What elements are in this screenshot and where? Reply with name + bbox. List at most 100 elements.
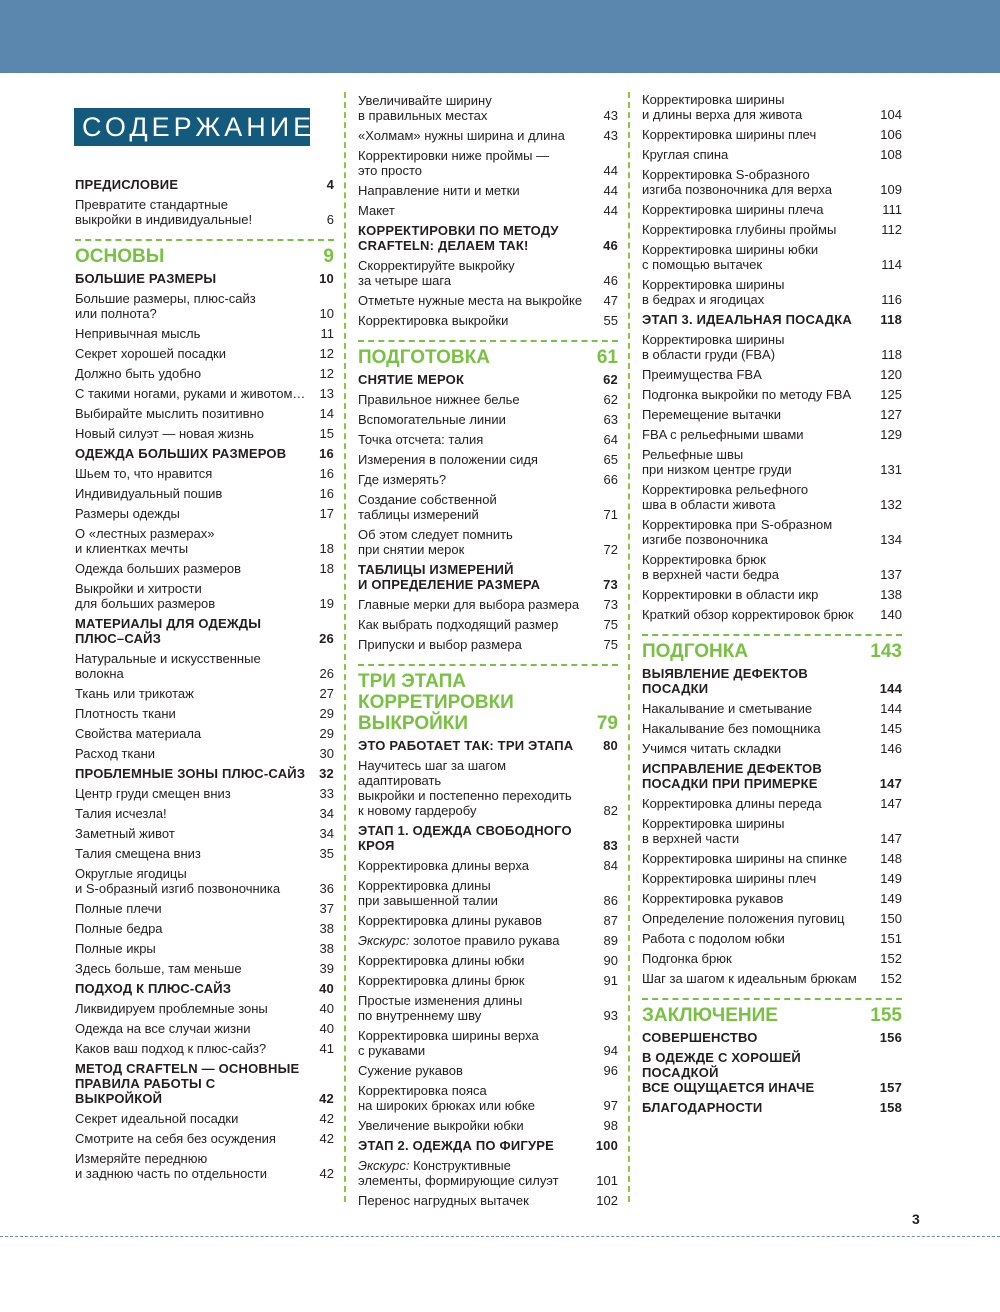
entry-title: Научитесь шаг за шагом адаптировать выкро… <box>358 758 590 818</box>
page-ref: 41 <box>319 1041 334 1056</box>
page-ref: 120 <box>880 367 902 382</box>
entry-title-line: Полные плечи <box>75 901 162 916</box>
page-ref: 73 <box>603 597 618 612</box>
page-ref: 149 <box>880 891 902 906</box>
page-ref: 132 <box>880 497 902 512</box>
toc-entry: Измерения в положении сидя 65 <box>358 452 618 467</box>
entry-title-line: ЭТО РАБОТАЕТ ТАК: ТРИ ЭТАПА <box>358 738 574 753</box>
entry-title: ЭТАП 2. ОДЕЖДА ПО ФИГУРЕ <box>358 1138 554 1153</box>
entry-title: Ликвидируем проблемные зоны <box>75 1001 268 1016</box>
toc-entry: Корректировка глубины проймы 112 <box>642 222 902 237</box>
entry-title-line: Полные бедра <box>75 921 163 936</box>
toc-entry: Превратите стандартные выкройки в индивид… <box>75 197 334 227</box>
entry-title: ЭТАП 1. ОДЕЖДА СВОБОДНОГО КРОЯ <box>358 823 590 853</box>
entry-title-line: это просто <box>358 163 423 178</box>
entry-title: Как выбрать подходящий размер <box>358 617 558 632</box>
toc-entry: Корректировка S-образного изгиба позвоноч… <box>642 167 902 197</box>
toc-entry: Определение положения пуговиц 150 <box>642 911 902 926</box>
toc-section: ОСНОВЫ 9 <box>75 239 334 267</box>
entry-title: FBA с рельефными швами <box>642 427 804 442</box>
page-ref: 114 <box>881 257 902 272</box>
page-ref: 112 <box>881 222 902 237</box>
page-ref: 129 <box>880 427 902 442</box>
toc-entry: Выкройки и хитрости для больших размеров 1… <box>75 581 334 611</box>
entry-title: С такими ногами, руками и животом… <box>75 386 305 401</box>
entry-title-line: Об этом следует помнить <box>358 527 513 542</box>
entry-title-line: с рукавами <box>358 1043 426 1058</box>
entry-title: Смотрите на себя без осуждения <box>75 1131 276 1146</box>
toc-entry: Подгонка брюк 152 <box>642 951 902 966</box>
entry-title-line: Одежда на все случаи жизни <box>75 1021 251 1036</box>
page-ref: 46 <box>603 238 618 253</box>
entry-title: Учимся читать складки <box>642 741 781 756</box>
entry-title-line: Корректировка ширины плеч <box>642 871 817 886</box>
page-ref: 17 <box>319 506 334 521</box>
entry-title: Плотность ткани <box>75 706 176 721</box>
entry-title-line: ЭТАП 3. ИДЕАЛЬНАЯ ПОСАДКА <box>642 312 852 327</box>
toc-entry: С такими ногами, руками и животом… 13 <box>75 386 334 401</box>
page-ref: 19 <box>319 596 334 611</box>
page-ref: 16 <box>319 446 334 461</box>
entry-title-line: Корректировка ширины <box>642 332 785 347</box>
entry-title-line: Корректировка при S-образном <box>642 517 833 532</box>
entry-title: Корректировка длины брюк <box>358 973 524 988</box>
entry-title-line: Корректировка длины юбки <box>358 953 525 968</box>
entry-title-line: Округлые ягодицы <box>75 866 187 881</box>
toc-entry: Где измерять? 66 <box>358 472 618 487</box>
toc-entry: Расход ткани 30 <box>75 746 334 761</box>
entry-title-line: Где измерять? <box>358 472 447 487</box>
entry-title: ПРОБЛЕМНЫЕ ЗОНЫ ПЛЮС-САЙЗ <box>75 766 305 781</box>
page-ref: 98 <box>603 1118 618 1133</box>
toc-entry: Направление нити и метки 44 <box>358 183 618 198</box>
entry-title: Талия смещена вниз <box>75 846 201 861</box>
entry-title-line: выкройки в индивидуальные! <box>75 212 253 227</box>
toc-entry: Корректировка ширины и длины верха для жи… <box>642 92 902 122</box>
entry-title-line: ВЫКРОЙКИ <box>358 713 469 734</box>
page-ref: 4 <box>326 177 334 192</box>
toc-entry: Краткий обзор корректировок брюк 140 <box>642 607 902 622</box>
entry-title: Корректировка ширины в бедрах и ягодицах <box>642 277 784 307</box>
entry-title-line: Натуральные и искусственные волокна <box>75 651 261 681</box>
entry-title-line: Секрет идеальной посадки <box>75 1111 239 1126</box>
page-ref: 147 <box>880 796 902 811</box>
toc-column-1: ПРЕДИСЛОВИЕ 4 Превратите стандартные выкрой… <box>75 177 334 1186</box>
toc-entry: Полные бедра 38 <box>75 921 334 936</box>
entry-title-line: Ликвидируем проблемные зоны <box>75 1001 268 1016</box>
entry-title-line: ТРИ ЭТАПА КОРРЕТИРОВКИ <box>358 671 514 713</box>
entry-title: Увеличение выкройки юбки <box>358 1118 524 1133</box>
entry-title-line: СОВЕРШЕНСТВО <box>642 1030 758 1045</box>
toc-entry: Округлые ягодицы и S-образный изгиб позво… <box>75 866 334 896</box>
entry-title: Работа с подолом юбки <box>642 931 785 946</box>
entry-title: Подгонка брюк <box>642 951 732 966</box>
page-ref: 42 <box>319 1091 334 1106</box>
entry-title: СОВЕРШЕНСТВО <box>642 1030 758 1045</box>
entry-title-line: Свойства материала <box>75 726 202 741</box>
entry-title: Корректировка при S-образном изгибе позво… <box>642 517 832 547</box>
entry-title-line: и клиентках мечты <box>75 541 189 556</box>
entry-title: Должно быть удобно <box>75 366 201 381</box>
toc-entry: Одежда на все случаи жизни 40 <box>75 1021 334 1036</box>
entry-title: Точка отсчета: талия <box>358 432 483 447</box>
toc-entry: Корректировка длины брюк 91 <box>358 973 618 988</box>
entry-title-line: Расход ткани <box>75 746 156 761</box>
entry-title-line: Выкройки и хитрости <box>75 581 202 596</box>
entry-title: Вспомогательные линии <box>358 412 506 427</box>
excursus-label: Экскурс: <box>358 1158 410 1173</box>
entry-title: Корректировка рукавов <box>642 891 783 906</box>
page-ref: 26 <box>319 666 334 681</box>
entry-title: Размеры одежды <box>75 506 180 521</box>
excursus-label: Экскурс: <box>358 933 410 948</box>
entry-title-line: в верхней части <box>642 831 740 846</box>
entry-title: Расход ткани <box>75 746 155 761</box>
entry-title-line: Полные икры <box>75 941 156 956</box>
toc-entry: Большие размеры, плюс-сайз или полнота? 10 <box>75 291 334 321</box>
entry-title-line: при снятии мерок <box>358 542 465 557</box>
entry-title-line: Экскурс: золотое правило рукава <box>358 933 559 948</box>
entry-title: «Холмам» нужны ширина и длина <box>358 128 565 143</box>
entry-title: Корректировка выкройки <box>358 313 508 328</box>
entry-title-line: Индивидуальный пошив <box>75 486 223 501</box>
toc-entry: Одежда больших размеров 18 <box>75 561 334 576</box>
entry-title-line: Корректировка S-образного <box>642 167 810 182</box>
entry-title-line: Скорректируйте выкройку <box>358 258 515 273</box>
toc-entry: Увеличивайте ширину в правильных местах 43 <box>358 93 618 123</box>
